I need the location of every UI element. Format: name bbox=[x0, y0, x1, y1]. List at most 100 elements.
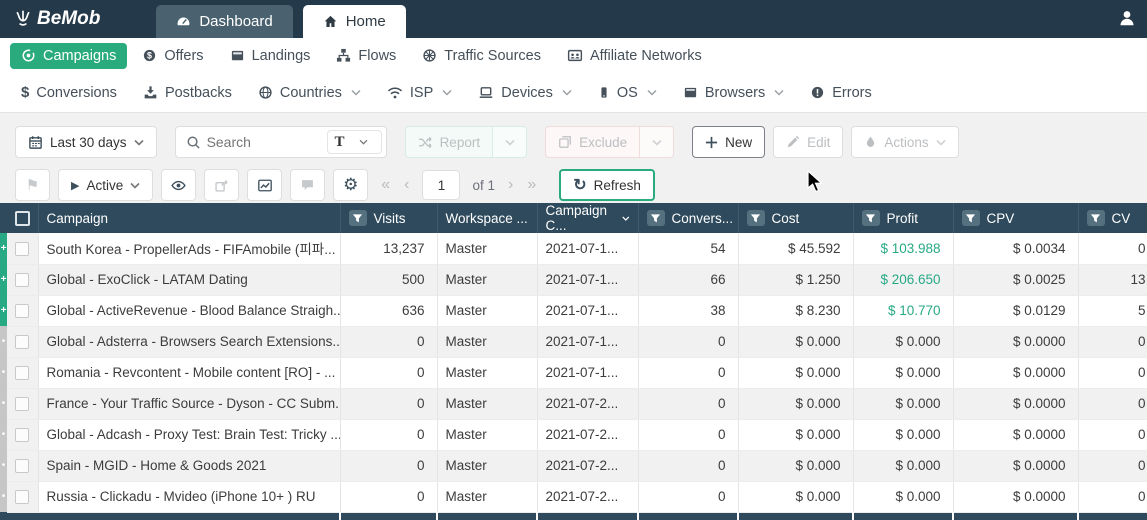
cell-campaign[interactable]: Global - Adsterra - Browsers Search Exte… bbox=[38, 326, 341, 358]
report-dropdown-button[interactable] bbox=[493, 126, 528, 158]
chart-button[interactable] bbox=[247, 169, 283, 201]
chevron-down-icon bbox=[351, 89, 361, 96]
row-checkbox[interactable] bbox=[15, 397, 29, 412]
eye-icon bbox=[171, 180, 186, 190]
nav-item-isp[interactable]: ISP bbox=[376, 80, 463, 106]
table-row[interactable]: France - Your Traffic Source - Dyson - C… bbox=[0, 388, 1147, 420]
cell-conversions: 54 bbox=[638, 233, 739, 265]
cell-campaign[interactable]: Romania - Revcontent - Mobile content [R… bbox=[38, 357, 341, 389]
cell-campaign[interactable]: France - Your Traffic Source - Dyson - C… bbox=[38, 388, 341, 420]
last-page-button[interactable]: » bbox=[527, 176, 537, 193]
table-row[interactable]: Global - ExoClick - LATAM Dating 500 Mas… bbox=[0, 264, 1147, 296]
col-workspace[interactable]: Workspace ... bbox=[437, 203, 538, 233]
row-checkbox[interactable] bbox=[15, 366, 29, 381]
filter-icon[interactable] bbox=[348, 210, 367, 226]
cell-conversions: 66 bbox=[638, 264, 739, 296]
nav-item-errors[interactable]: Errors bbox=[799, 80, 882, 106]
search-input[interactable] bbox=[206, 134, 327, 150]
cell-campaign[interactable]: Global - ActiveRevenue - Blood Balance S… bbox=[38, 295, 341, 327]
filter-icon[interactable] bbox=[1086, 210, 1105, 226]
cell-campaign[interactable]: South Korea - PropellerAds - FIFAmobile … bbox=[38, 233, 341, 265]
row-checkbox[interactable] bbox=[15, 428, 29, 443]
cell-campaign[interactable]: Russia - Clickadu - Mvideo (iPhone 10+ )… bbox=[38, 481, 341, 513]
cell-visits: 0 bbox=[340, 419, 438, 451]
filter-icon[interactable] bbox=[961, 210, 980, 226]
table-row[interactable]: Global - Adsterra - Browsers Search Exte… bbox=[0, 326, 1147, 358]
table-row[interactable]: Russia - Clickadu - Mvideo (iPhone 10+ )… bbox=[0, 481, 1147, 513]
refresh-button[interactable]: ↻ Refresh bbox=[559, 169, 655, 201]
tab-home[interactable]: Home bbox=[302, 5, 406, 38]
nav-label: Postbacks bbox=[164, 84, 232, 101]
filter-icon[interactable] bbox=[861, 210, 880, 226]
comment-button[interactable] bbox=[290, 169, 326, 201]
exclude-button-group: Exclude bbox=[545, 126, 675, 158]
report-button[interactable]: Report bbox=[404, 126, 494, 158]
nav-item-conversions[interactable]: $ Conversions bbox=[10, 80, 128, 106]
table-row[interactable]: Spain - MGID - Home & Goods 2021 0 Maste… bbox=[0, 450, 1147, 482]
filter-icon[interactable] bbox=[646, 210, 665, 226]
search-icon bbox=[187, 136, 200, 149]
cell-campaign[interactable]: Global - Adcash - Proxy Test: Brain Test… bbox=[38, 419, 341, 451]
share-button[interactable] bbox=[204, 169, 240, 201]
row-checkbox[interactable] bbox=[15, 241, 29, 256]
col-campaign-created[interactable]: Campaign C... bbox=[537, 203, 639, 233]
row-checkbox[interactable] bbox=[15, 335, 29, 350]
table-row[interactable]: Romania - Revcontent - Mobile content [R… bbox=[0, 357, 1147, 389]
cell-conversions: 38 bbox=[638, 295, 739, 327]
nav-item-campaigns[interactable]: Campaigns bbox=[10, 42, 128, 69]
nav-item-offers[interactable]: $ Offers bbox=[131, 43, 214, 69]
nav-item-affiliate-networks[interactable]: Affiliate Networks bbox=[556, 43, 713, 69]
settings-button[interactable]: ⚙ bbox=[333, 169, 369, 201]
status-filter-dropdown[interactable]: ▶ Active bbox=[58, 169, 154, 201]
col-conversions[interactable]: Convers... bbox=[638, 203, 739, 233]
page-number-input[interactable] bbox=[422, 170, 461, 200]
row-checkbox[interactable] bbox=[15, 304, 29, 319]
topbar: BeMob Dashboard Home bbox=[0, 0, 1147, 38]
first-page-button[interactable]: « bbox=[381, 176, 391, 193]
bemob-logo[interactable]: BeMob bbox=[0, 0, 114, 38]
row-checkbox-cell bbox=[7, 357, 39, 389]
nav-item-devices[interactable]: Devices bbox=[467, 80, 583, 106]
col-cost[interactable]: Cost bbox=[738, 203, 854, 233]
edit-button[interactable]: Edit bbox=[773, 126, 844, 158]
new-label: New bbox=[725, 134, 753, 150]
date-range-button[interactable]: Last 30 days bbox=[15, 126, 157, 158]
nav-item-browsers[interactable]: Browsers bbox=[672, 80, 795, 106]
col-cpv[interactable]: CPV bbox=[953, 203, 1079, 233]
nav-item-os[interactable]: OS bbox=[587, 80, 668, 106]
table-row[interactable]: Global - Adcash - Proxy Test: Brain Test… bbox=[0, 419, 1147, 451]
nav-item-traffic-sources[interactable]: Traffic Sources bbox=[411, 43, 552, 69]
nav-item-landings[interactable]: Landings bbox=[219, 43, 322, 69]
prev-page-button[interactable]: ‹ bbox=[404, 176, 410, 193]
visibility-button[interactable] bbox=[161, 169, 197, 201]
cell-profit: $ 0.000 bbox=[853, 357, 954, 389]
nav-item-flows[interactable]: Flows bbox=[325, 43, 407, 69]
row-checkbox[interactable] bbox=[15, 459, 29, 474]
nav-item-countries[interactable]: Countries bbox=[247, 80, 372, 106]
search-type-selector[interactable]: T bbox=[326, 130, 382, 154]
chevron-down-icon bbox=[505, 139, 515, 146]
cell-campaign[interactable]: Spain - MGID - Home & Goods 2021 bbox=[38, 450, 341, 482]
tab-dashboard[interactable]: Dashboard bbox=[156, 5, 293, 38]
actions-button[interactable]: Actions bbox=[851, 126, 959, 158]
flag-button[interactable]: ⚑ bbox=[15, 169, 50, 201]
next-page-button[interactable]: › bbox=[508, 176, 514, 193]
target-icon bbox=[22, 49, 35, 62]
row-checkbox[interactable] bbox=[15, 273, 29, 288]
cell-campaign[interactable]: Global - ExoClick - LATAM Dating bbox=[38, 264, 341, 296]
exclude-dropdown-button[interactable] bbox=[640, 126, 675, 158]
table-row[interactable]: South Korea - PropellerAds - FIFAmobile … bbox=[0, 233, 1147, 265]
col-profit[interactable]: Profit bbox=[853, 203, 954, 233]
row-checkbox[interactable] bbox=[15, 490, 29, 505]
col-visits[interactable]: Visits bbox=[340, 203, 438, 233]
table-row[interactable]: Global - ActiveRevenue - Blood Balance S… bbox=[0, 295, 1147, 327]
exclude-button[interactable]: Exclude bbox=[545, 126, 641, 158]
user-account-button[interactable] bbox=[1117, 8, 1137, 28]
col-cv[interactable]: CV bbox=[1078, 203, 1147, 233]
filter-icon[interactable] bbox=[746, 210, 765, 226]
cell-created: 2021-07-1... bbox=[537, 295, 639, 327]
new-button[interactable]: New bbox=[692, 126, 766, 158]
col-campaign[interactable]: Campaign bbox=[38, 203, 341, 233]
select-all-checkbox[interactable] bbox=[15, 210, 30, 226]
nav-item-postbacks[interactable]: Postbacks bbox=[132, 80, 243, 106]
